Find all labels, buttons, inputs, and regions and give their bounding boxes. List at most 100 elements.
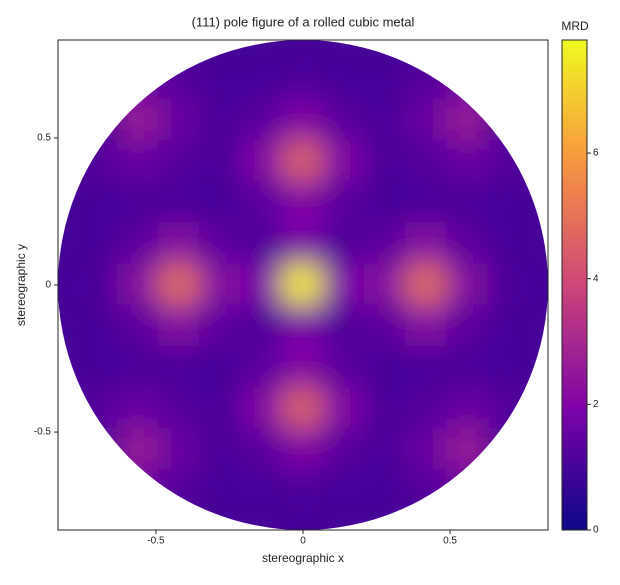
density-cell [116, 263, 160, 307]
density-cell [404, 263, 449, 307]
density-cell [487, 57, 531, 101]
density-cell [322, 345, 366, 389]
density-cell [116, 181, 160, 225]
density-cell [322, 386, 366, 431]
density-cell [240, 139, 284, 184]
density-cell [446, 428, 490, 472]
density-cell [363, 139, 407, 184]
density-cell [240, 386, 284, 431]
density-cell [240, 428, 284, 472]
density-cell [281, 57, 325, 101]
density-cell [281, 222, 325, 266]
density-cell [157, 263, 202, 307]
density-cell [446, 345, 490, 389]
density-cell [116, 428, 160, 472]
density-cell [157, 345, 202, 389]
density-cell [487, 304, 531, 348]
density-cell [446, 98, 490, 142]
density-cell [281, 428, 325, 472]
density-cell [157, 98, 202, 142]
density-cell [363, 469, 407, 513]
colorbar-label: MRD [561, 19, 589, 33]
density-cell [75, 222, 119, 266]
density-cell [116, 222, 160, 266]
density-cell [240, 345, 284, 389]
density-cell [404, 222, 449, 266]
density-cell [322, 428, 366, 472]
density-cell [199, 57, 243, 101]
density-cell [157, 386, 202, 431]
density-cell [157, 469, 202, 513]
density-cell [363, 263, 407, 307]
density-cell [322, 469, 366, 513]
density-cell [487, 181, 531, 225]
density-cell [75, 386, 119, 431]
density-cell [240, 181, 284, 225]
density-cell [446, 222, 490, 266]
density-cell [240, 304, 284, 348]
density-cell [157, 428, 202, 472]
density-cell [58, 263, 78, 307]
density-cell [404, 139, 449, 184]
density-cell [446, 469, 490, 513]
density-cell [116, 304, 160, 348]
density-cell [281, 139, 325, 184]
colorbar-tick-label: 4 [593, 273, 599, 284]
density-cell [363, 428, 407, 472]
density-cell [157, 181, 202, 225]
density-cell [240, 98, 284, 142]
density-cell [363, 345, 407, 389]
density-cell [404, 386, 449, 431]
density-cell [240, 469, 284, 513]
density-cell [116, 386, 160, 431]
density-cell [446, 304, 490, 348]
density-cell [363, 57, 407, 101]
density-cell [322, 181, 366, 225]
density-cell [322, 57, 366, 101]
density-cell [404, 98, 449, 142]
density-cell [75, 469, 119, 513]
density-cell [404, 345, 449, 389]
density-cell [116, 469, 160, 513]
density-cell [446, 181, 490, 225]
density-cell [281, 510, 325, 530]
density-cell [199, 304, 243, 348]
density-cell [322, 263, 366, 307]
density-cell [363, 386, 407, 431]
density-cell [281, 304, 325, 348]
density-cell [487, 386, 531, 431]
density-cell [75, 181, 119, 225]
density-cell [199, 98, 243, 142]
density-cell [322, 139, 366, 184]
density-cell [75, 57, 119, 101]
density-cell [75, 139, 119, 184]
density-cell [199, 181, 243, 225]
density-cell [404, 469, 449, 513]
density-cell [199, 263, 243, 307]
x-axis-label: stereographic x [262, 551, 344, 565]
density-cell [157, 57, 202, 101]
density-cell [157, 304, 202, 348]
density-cell [199, 469, 243, 513]
density-cell [404, 304, 449, 348]
pole-figure [58, 40, 548, 530]
density-cell [281, 40, 325, 60]
density-cell [75, 304, 119, 348]
density-cell [363, 304, 407, 348]
density-cell [363, 98, 407, 142]
chart-title: (111) pole figure of a rolled cubic meta… [192, 14, 415, 29]
colorbar-tick-label: 2 [593, 399, 599, 410]
density-cell [199, 345, 243, 389]
density-cell [199, 428, 243, 472]
density-cell [281, 345, 325, 389]
density-field [58, 40, 548, 530]
density-cell [528, 263, 548, 307]
density-cell [446, 57, 490, 101]
density-cell [487, 263, 531, 307]
density-cell [75, 345, 119, 389]
density-cell [487, 469, 531, 513]
density-cell [281, 181, 325, 225]
density-cell [487, 222, 531, 266]
y-tick-label: -0.5 [34, 427, 52, 438]
density-cell [281, 469, 325, 513]
